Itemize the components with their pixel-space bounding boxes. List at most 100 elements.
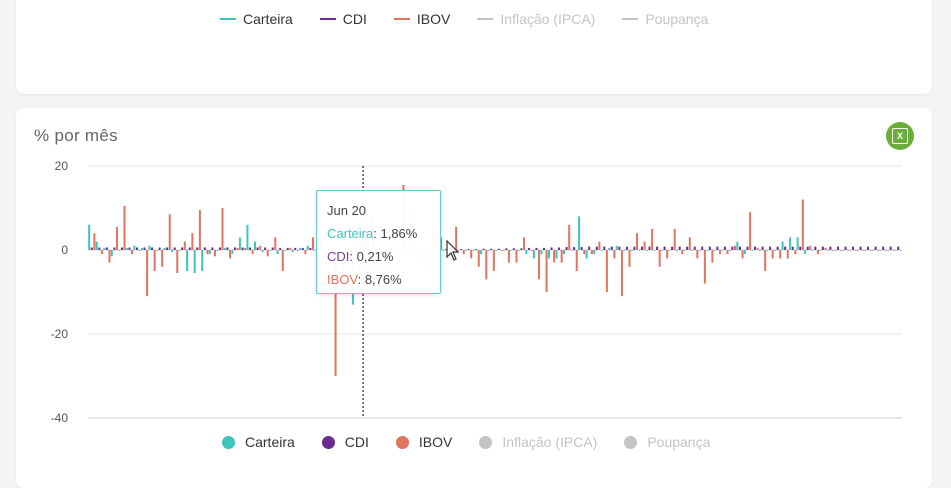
bar-ibov <box>862 250 865 251</box>
bar-cdi <box>135 247 138 250</box>
bar-cdi <box>460 249 463 250</box>
bar-cdi <box>301 247 304 250</box>
bar-carteira <box>713 250 716 251</box>
bar-carteira <box>532 250 535 259</box>
bar-carteira <box>171 250 174 253</box>
top-legend-item[interactable]: Inflação (IPCA) <box>477 11 595 27</box>
chart-tooltip: Jun 20 Carteira: 1,86% CDI: 0,21% IBOV: … <box>316 190 441 294</box>
bottom-legend-marker <box>321 435 335 449</box>
bar-cdi <box>806 246 809 250</box>
bar-ibov <box>108 250 111 263</box>
bar-ibov <box>266 250 269 257</box>
bar-carteira <box>600 250 603 251</box>
bar-cdi <box>565 247 568 250</box>
bottom-legend-item[interactable]: Carteira <box>222 434 295 450</box>
bar-carteira <box>804 250 807 255</box>
bar-ibov <box>590 250 593 255</box>
bar-cdi <box>482 248 485 250</box>
bar-ibov <box>779 250 782 259</box>
bar-cdi <box>776 246 779 250</box>
bar-ibov <box>530 250 533 251</box>
bar-cdi <box>535 247 538 250</box>
bar-ibov <box>749 212 752 250</box>
bar-carteira <box>465 250 468 251</box>
tooltip-row-ibov: IBOV: 8,76% <box>327 272 402 287</box>
bottom-legend-item[interactable]: CDI <box>321 434 369 450</box>
bar-carteira <box>887 250 890 251</box>
top-legend-item[interactable]: IBOV <box>393 11 450 27</box>
bar-carteira <box>216 250 219 251</box>
bottom-legend-item[interactable]: IBOV <box>395 434 452 450</box>
bar-cdi <box>754 246 757 250</box>
bar-cdi <box>241 247 244 250</box>
bar-carteira <box>623 250 626 251</box>
top-chart-card <box>16 0 932 94</box>
bar-carteira <box>721 250 724 251</box>
bar-cdi <box>264 247 267 250</box>
bar-cdi <box>603 246 606 250</box>
bottom-legend-item[interactable]: Poupança <box>624 434 710 450</box>
bar-carteira <box>653 250 656 251</box>
bar-ibov <box>741 250 744 259</box>
top-legend-item[interactable]: CDI <box>319 11 367 27</box>
bar-ibov <box>598 241 601 250</box>
bottom-legend-item[interactable]: Inflação (IPCA) <box>479 434 597 450</box>
bar-ibov <box>605 250 608 292</box>
bar-cdi <box>874 246 877 250</box>
bar-ibov <box>734 245 737 250</box>
top-legend-item[interactable]: Carteira <box>220 11 293 27</box>
bar-ibov <box>666 250 669 259</box>
bar-ibov <box>161 250 164 267</box>
bar-ibov <box>688 237 691 250</box>
bottom-legend-label: Poupança <box>647 434 711 450</box>
bar-carteira <box>668 250 671 251</box>
bar-carteira <box>758 250 761 251</box>
bar-carteira <box>186 250 189 271</box>
bar-ibov <box>259 245 262 250</box>
bar-cdi <box>882 246 885 250</box>
bar-carteira <box>442 250 445 251</box>
bar-cdi <box>542 247 545 250</box>
bar-ibov <box>281 250 284 271</box>
bar-ibov <box>131 250 134 255</box>
bar-cdi <box>671 246 674 250</box>
bar-cdi <box>723 246 726 250</box>
bar-ibov <box>93 233 96 250</box>
top-legend-item[interactable]: Poupança <box>622 11 708 27</box>
excel-export-button[interactable]: X <box>886 122 914 150</box>
bar-carteira <box>849 250 852 251</box>
bar-cdi <box>218 247 221 250</box>
y-tick-label: 0 <box>61 243 68 257</box>
bar-carteira <box>95 241 98 250</box>
bar-cdi <box>678 246 681 250</box>
y-tick-label: -20 <box>51 327 69 341</box>
bar-ibov <box>545 250 548 292</box>
bar-carteira <box>306 245 309 250</box>
bar-ibov <box>718 250 721 255</box>
bar-carteira <box>201 250 204 271</box>
bar-cdi <box>580 247 583 250</box>
bar-cdi <box>738 246 741 250</box>
bar-carteira <box>751 250 754 251</box>
bar-carteira <box>630 250 633 251</box>
bar-cdi <box>98 247 101 250</box>
bar-ibov <box>100 250 103 255</box>
bar-cdi <box>889 246 892 250</box>
bar-cdi <box>836 246 839 250</box>
bar-ibov <box>146 250 149 297</box>
bar-ibov <box>183 241 186 250</box>
bar-ibov <box>455 226 458 250</box>
bar-ibov <box>515 250 518 263</box>
bar-carteira <box>238 237 241 250</box>
bar-carteira <box>856 250 859 251</box>
bar-cdi <box>731 246 734 250</box>
bar-ibov <box>658 250 661 267</box>
bar-ibov <box>801 199 804 250</box>
bar-carteira <box>578 216 581 250</box>
bar-ibov <box>244 247 247 250</box>
top-legend-marker <box>393 18 410 20</box>
bar-carteira <box>261 250 264 253</box>
bar-carteira <box>872 250 875 251</box>
bar-cdi <box>188 247 191 250</box>
monthly-return-chart: 20 0 -20 -40 <box>51 159 902 425</box>
